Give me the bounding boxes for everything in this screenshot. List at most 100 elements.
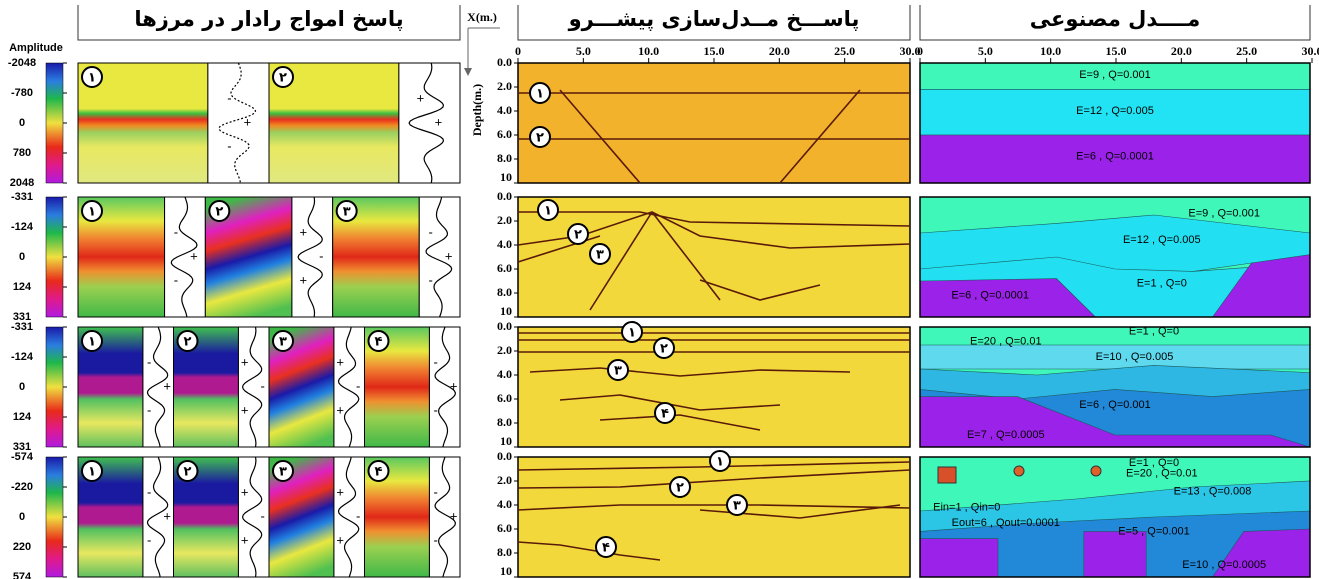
- trace-sign: -: [227, 90, 231, 105]
- trace-sign: -: [147, 354, 151, 369]
- depth-tick-label: 6.0: [497, 261, 512, 275]
- model-label: E=10 , Q=0.0005: [1182, 559, 1266, 571]
- depth-tick-label: 0.0: [497, 449, 512, 463]
- x-tick-label: 15.0: [704, 44, 725, 58]
- model-object: [938, 467, 956, 483]
- model-label: E=5 , Q=0.001: [1118, 525, 1190, 537]
- colorbar-tick-label: -124: [11, 351, 34, 363]
- trace-sign: +: [241, 484, 249, 499]
- x-tick-label: 0: [917, 44, 923, 58]
- header-title: مــــدل مصنوعی: [1030, 7, 1200, 31]
- trace-panel: [208, 63, 269, 183]
- colorbar-tick-label: 0: [19, 511, 25, 523]
- circled-number-label: ۲: [574, 228, 582, 243]
- x-tick-label: 25.0: [834, 44, 855, 58]
- model-label: E=9 , Q=0.001: [1079, 69, 1151, 81]
- trace-sign: -: [174, 224, 178, 239]
- colorbar-tick-label: -2048: [8, 57, 36, 69]
- trace-sign: -: [319, 248, 323, 263]
- trace-sign: -: [356, 508, 360, 523]
- circled-number-label: ۲: [279, 71, 287, 86]
- circled-number-label: ۴: [661, 407, 669, 422]
- forward-section: [518, 63, 910, 183]
- trace-sign: -: [147, 532, 151, 547]
- trace-sign: -: [147, 484, 151, 499]
- x-axis-label: X(m.): [467, 10, 497, 24]
- circled-number-label: ۱: [88, 71, 96, 86]
- trace-sign: +: [450, 378, 458, 393]
- circled-number-label: ۱: [716, 455, 724, 470]
- circled-number-label: ۳: [596, 248, 604, 263]
- circled-number-label: ۳: [279, 465, 287, 480]
- x-tick-label: 0: [515, 44, 521, 58]
- trace-sign: -: [434, 402, 438, 417]
- colorbar-tick-label: -574: [11, 451, 34, 463]
- trace-sign: +: [241, 354, 249, 369]
- colorbar-tick-label: 124: [13, 281, 32, 293]
- circled-number-label: ۱: [88, 205, 96, 220]
- trace-sign: +: [336, 354, 344, 369]
- model-label: E=20 , Q=0.01: [970, 335, 1042, 347]
- model-label: E=6 , Q=0.001: [1079, 399, 1151, 411]
- colorbar-tick-label: -331: [11, 321, 33, 333]
- model-label: E=1 , Q=0: [1137, 277, 1187, 289]
- header-title: پاســـخ مــدل‌سازی پیشـــرو: [568, 7, 860, 31]
- trace-sign: -: [261, 508, 265, 523]
- trace-sign: +: [190, 248, 198, 263]
- model-label: E=10 , Q=0.005: [1096, 351, 1174, 363]
- trace-panel: [399, 63, 460, 183]
- x-tick-label: 10.0: [1040, 44, 1061, 58]
- trace-sign: +: [336, 484, 344, 499]
- circled-number-label: ۳: [279, 335, 287, 350]
- depth-tick-label: 6.0: [497, 127, 512, 141]
- depth-tick-label: 4.0: [497, 103, 512, 117]
- colorbar-tick-label: 0: [19, 381, 25, 393]
- model-layer: [920, 539, 998, 577]
- amplitude-label: Amplitude: [9, 42, 63, 54]
- trace-sign: +: [336, 532, 344, 547]
- colorbar-tick-label: 2048: [10, 177, 34, 189]
- trace-sign: -: [428, 224, 432, 239]
- colorbar: [46, 327, 63, 447]
- model-label: E=6 , Q=0.0001: [951, 289, 1029, 301]
- circled-number-label: ۴: [602, 541, 610, 556]
- depth-tick-label: 8.0: [497, 415, 512, 429]
- depth-tick-label: 10: [500, 170, 512, 184]
- depth-tick-label: 8.0: [497, 151, 512, 165]
- trace-sign: -: [356, 378, 360, 393]
- model-object: [1091, 466, 1101, 476]
- model-object: [1014, 466, 1024, 476]
- circled-number-label: ۳: [614, 364, 622, 379]
- model-label: E=12 , Q=0.005: [1123, 234, 1201, 246]
- trace-sign: -: [434, 484, 438, 499]
- colorbar-tick-label: 574: [13, 571, 32, 579]
- circled-number-label: ۱: [628, 326, 636, 341]
- trace-sign: +: [163, 378, 171, 393]
- colorbar-tick-label: -220: [11, 481, 33, 493]
- depth-tick-label: 2.0: [497, 343, 512, 357]
- circled-number-label: ۱: [536, 87, 544, 102]
- colorbar-tick-label: 124: [13, 411, 32, 423]
- trace-sign: +: [299, 272, 307, 287]
- circled-number-label: ۱: [544, 204, 552, 219]
- trace-sign: +: [244, 114, 252, 129]
- colorbar: [46, 457, 63, 577]
- circled-number-label: ۱: [88, 335, 96, 350]
- figure: Amplitude X(m.) Depth(m.) پاسخ امواج راد…: [0, 0, 1319, 579]
- circled-number-label: ۴: [375, 335, 383, 350]
- depth-tick-label: 4.0: [497, 237, 512, 251]
- x-tick-label: 5.0: [576, 44, 591, 58]
- depth-tick-label: 4.0: [497, 367, 512, 381]
- depth-tick-label: 8.0: [497, 545, 512, 559]
- model-label: E=12 , Q=0.005: [1076, 105, 1154, 117]
- colorbar-tick-label: -124: [11, 221, 34, 233]
- forward-section: [518, 327, 910, 447]
- depth-tick-label: 2.0: [497, 213, 512, 227]
- trace-sign: +: [450, 508, 458, 523]
- depth-tick-label: 10: [500, 434, 512, 448]
- circled-number-label: ۲: [215, 205, 223, 220]
- x-tick-label: 5.0: [978, 44, 993, 58]
- colorbar-tick-label: -780: [11, 87, 33, 99]
- axis-arrow-head: [464, 68, 472, 76]
- x-tick-label: 10.0: [638, 44, 659, 58]
